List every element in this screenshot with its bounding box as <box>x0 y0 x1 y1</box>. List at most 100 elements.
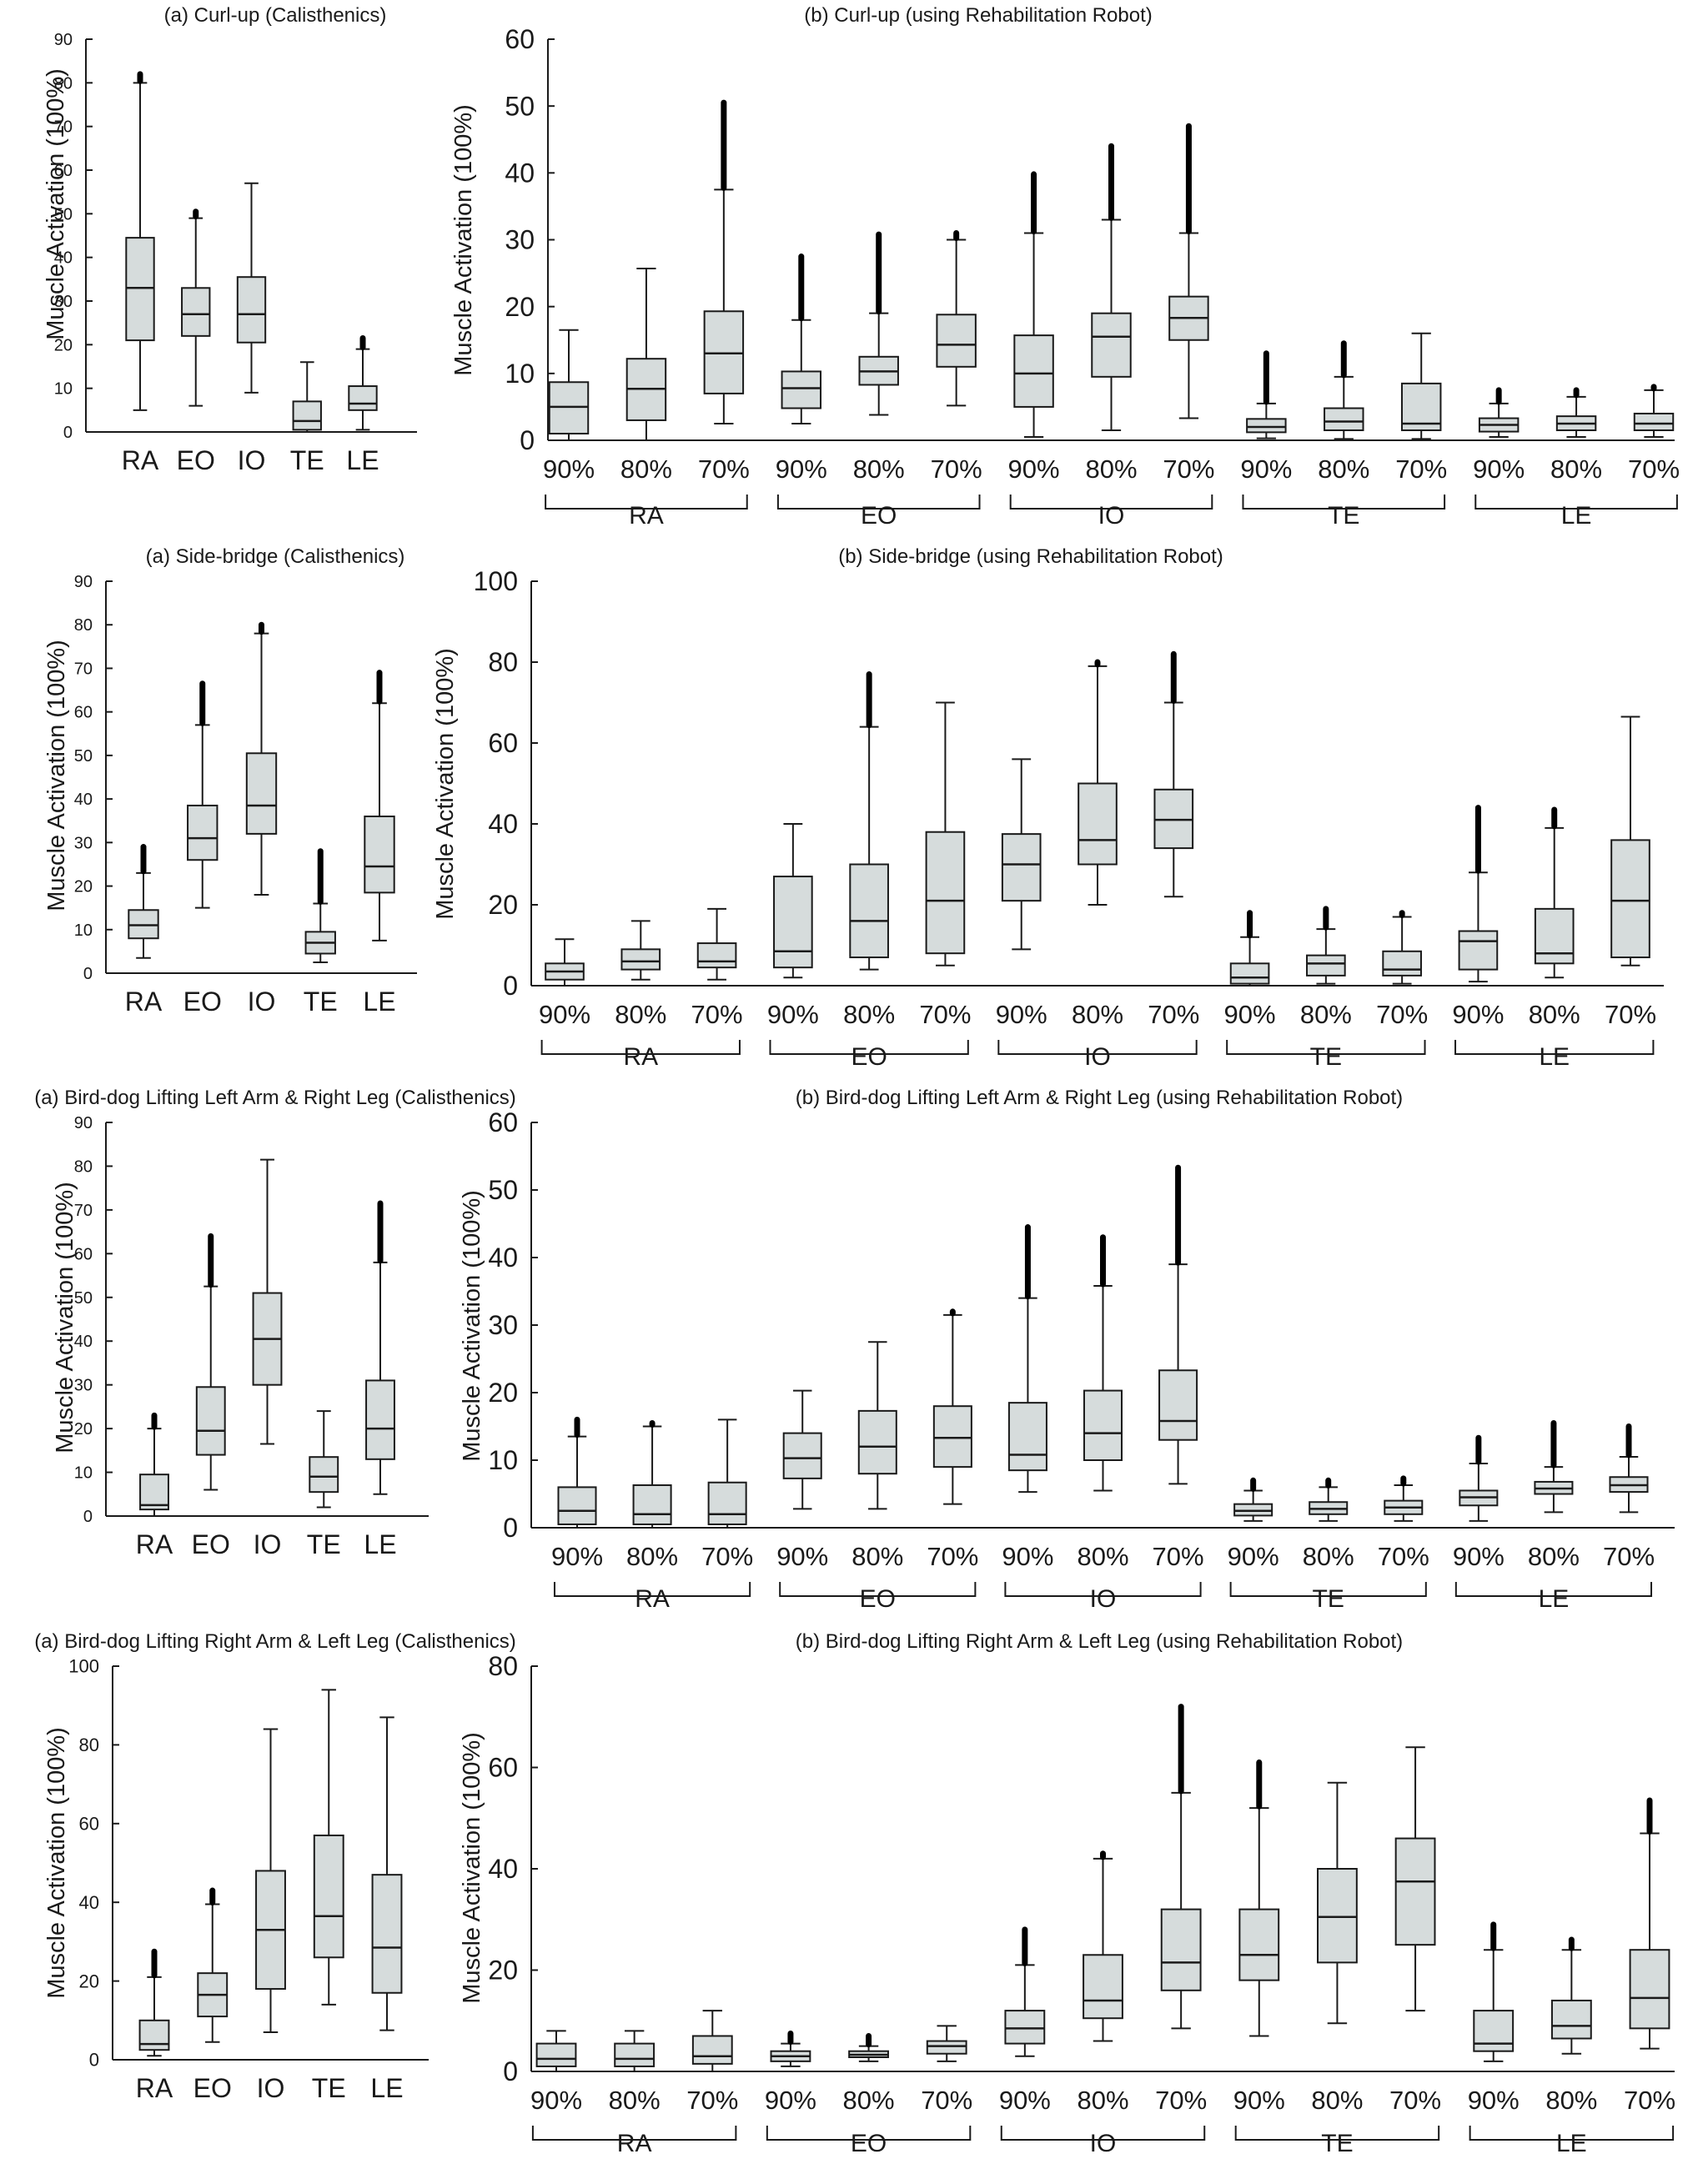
box-80pct <box>1534 1419 1574 1514</box>
group-bracket <box>1009 495 1213 510</box>
box-90pct <box>1246 350 1287 439</box>
group-bracket <box>776 495 981 510</box>
iqr-box <box>1229 962 1270 985</box>
y-tick-label: 0 <box>503 971 518 1001</box>
box-70pct <box>1168 123 1209 419</box>
box-90pct <box>1004 1926 1046 2057</box>
box-LE <box>365 1200 395 1495</box>
box-70pct <box>691 2010 733 2072</box>
iqr-box <box>707 1481 747 1525</box>
group-label: LE <box>1539 1043 1570 1071</box>
iqr-box <box>1001 833 1042 902</box>
x-tick-label: TE <box>304 987 338 1017</box>
x-tick-label: 70% <box>1155 2086 1207 2115</box>
chart-birddog-rl-cal: (a) Bird-dog Lifting Right Arm & Left Le… <box>34 1630 516 2103</box>
x-tick-label: 70% <box>1389 2086 1441 2115</box>
box-70pct <box>1629 1797 1670 2050</box>
group-bracket <box>1234 2126 1440 2141</box>
box-90pct <box>1473 1921 1515 2062</box>
group-bracket <box>540 1040 741 1055</box>
x-tick-label: 80% <box>1529 1000 1580 1029</box>
x-tick-label: 70% <box>921 2086 972 2115</box>
box-80pct <box>1083 1234 1123 1492</box>
chart-title: (a) Side-bridge (Calisthenics) <box>146 545 405 568</box>
iqr-box <box>1007 1402 1047 1472</box>
x-tick-label: 70% <box>919 1000 971 1029</box>
box-90pct <box>535 2030 577 2072</box>
box-90pct <box>1459 1434 1499 1522</box>
x-tick-label: 90% <box>551 1542 603 1571</box>
box-80pct <box>1555 387 1597 438</box>
y-tick-label: 60 <box>54 162 73 180</box>
y-axis-label: Muscle Activation (100%) <box>43 1727 70 1999</box>
iqr-box <box>1158 1369 1198 1441</box>
group-label: LE <box>1556 2130 1587 2157</box>
y-tick-label: 60 <box>505 24 535 54</box>
box-80pct <box>1324 340 1364 440</box>
group-label: IO <box>1090 1585 1117 1613</box>
group-label: EO <box>861 502 897 530</box>
y-tick-label: 20 <box>54 336 73 354</box>
iqr-box <box>365 1379 395 1460</box>
chart-title: (a) Curl-up (Calisthenics) <box>164 4 387 27</box>
chart-sidebridge-cal: (a) Side-bridge (Calisthenics) Muscle Act… <box>43 545 417 1017</box>
y-tick-label: 60 <box>74 704 93 722</box>
group-bracket <box>779 1582 977 1597</box>
iqr-box <box>313 1834 344 1959</box>
x-tick-label: 80% <box>615 1000 666 1029</box>
y-tick-label: 100 <box>474 566 518 596</box>
y-tick-label: 60 <box>79 1814 99 1835</box>
box-80pct <box>857 1341 897 1510</box>
y-tick-label: 0 <box>83 1508 93 1526</box>
x-tick-label: 90% <box>1233 2086 1285 2115</box>
box-70pct <box>936 229 977 407</box>
iqr-box <box>348 385 378 411</box>
box-70pct <box>1400 332 1442 440</box>
group-label: RA <box>623 1043 658 1071</box>
y-tick-label: 20 <box>488 1378 518 1408</box>
x-tick-label: 80% <box>1550 454 1602 484</box>
iqr-box <box>1160 1908 1202 1991</box>
x-tick-label: 80% <box>1077 2086 1128 2115</box>
x-tick-label: TE <box>307 1529 341 1559</box>
box-80pct <box>849 671 889 971</box>
box-80pct <box>1083 1850 1123 2042</box>
y-tick-label: 20 <box>79 1971 99 1991</box>
x-tick-label: EO <box>177 445 215 475</box>
iqr-box <box>557 1486 597 1525</box>
x-tick-label: 80% <box>1318 454 1369 484</box>
iqr-box <box>371 1874 403 1994</box>
iqr-box <box>696 942 737 969</box>
chart-title: (b) Side-bridge (using Rehabilitation Ro… <box>838 545 1223 568</box>
box-80pct <box>1309 1477 1349 1522</box>
box-90pct <box>548 329 590 441</box>
y-axis-label: Muscle Activation (100%) <box>43 640 70 911</box>
box-70pct <box>926 2025 967 2062</box>
chart-birddog-lr-cal: (a) Bird-dog Lifting Left Arm & Right Le… <box>34 1087 516 1559</box>
iqr-box <box>1610 839 1650 959</box>
y-tick-label: 80 <box>79 1735 99 1755</box>
box-RA <box>139 1412 169 1517</box>
y-axis-label: Muscle Activation (100%) <box>52 1182 78 1454</box>
y-tick-label: 10 <box>54 380 73 399</box>
y-axis-label: Muscle Activation (100%) <box>459 1190 485 1462</box>
y-tick-label: 30 <box>488 1310 518 1340</box>
y-tick-label: 10 <box>488 1445 518 1475</box>
iqr-box <box>1004 2010 1046 2045</box>
box-90pct <box>557 1416 597 1529</box>
group-bracket <box>1454 1040 1655 1055</box>
y-tick-label: 70 <box>74 660 93 678</box>
box-TE <box>304 848 336 963</box>
iqr-box <box>691 2035 733 2065</box>
iqr-box <box>849 863 889 959</box>
box-70pct <box>1160 1704 1202 2030</box>
x-tick-label: EO <box>192 1529 230 1559</box>
y-tick-label: 50 <box>74 1289 93 1308</box>
box-IO <box>245 621 278 896</box>
y-axis-label: Muscle Activation (100%) <box>432 648 459 920</box>
y-tick-label: 80 <box>54 74 73 93</box>
box-90pct <box>1007 1224 1047 1494</box>
box-70pct <box>1384 1475 1424 1522</box>
x-tick-label: 80% <box>620 454 672 484</box>
box-70pct <box>1610 715 1650 967</box>
